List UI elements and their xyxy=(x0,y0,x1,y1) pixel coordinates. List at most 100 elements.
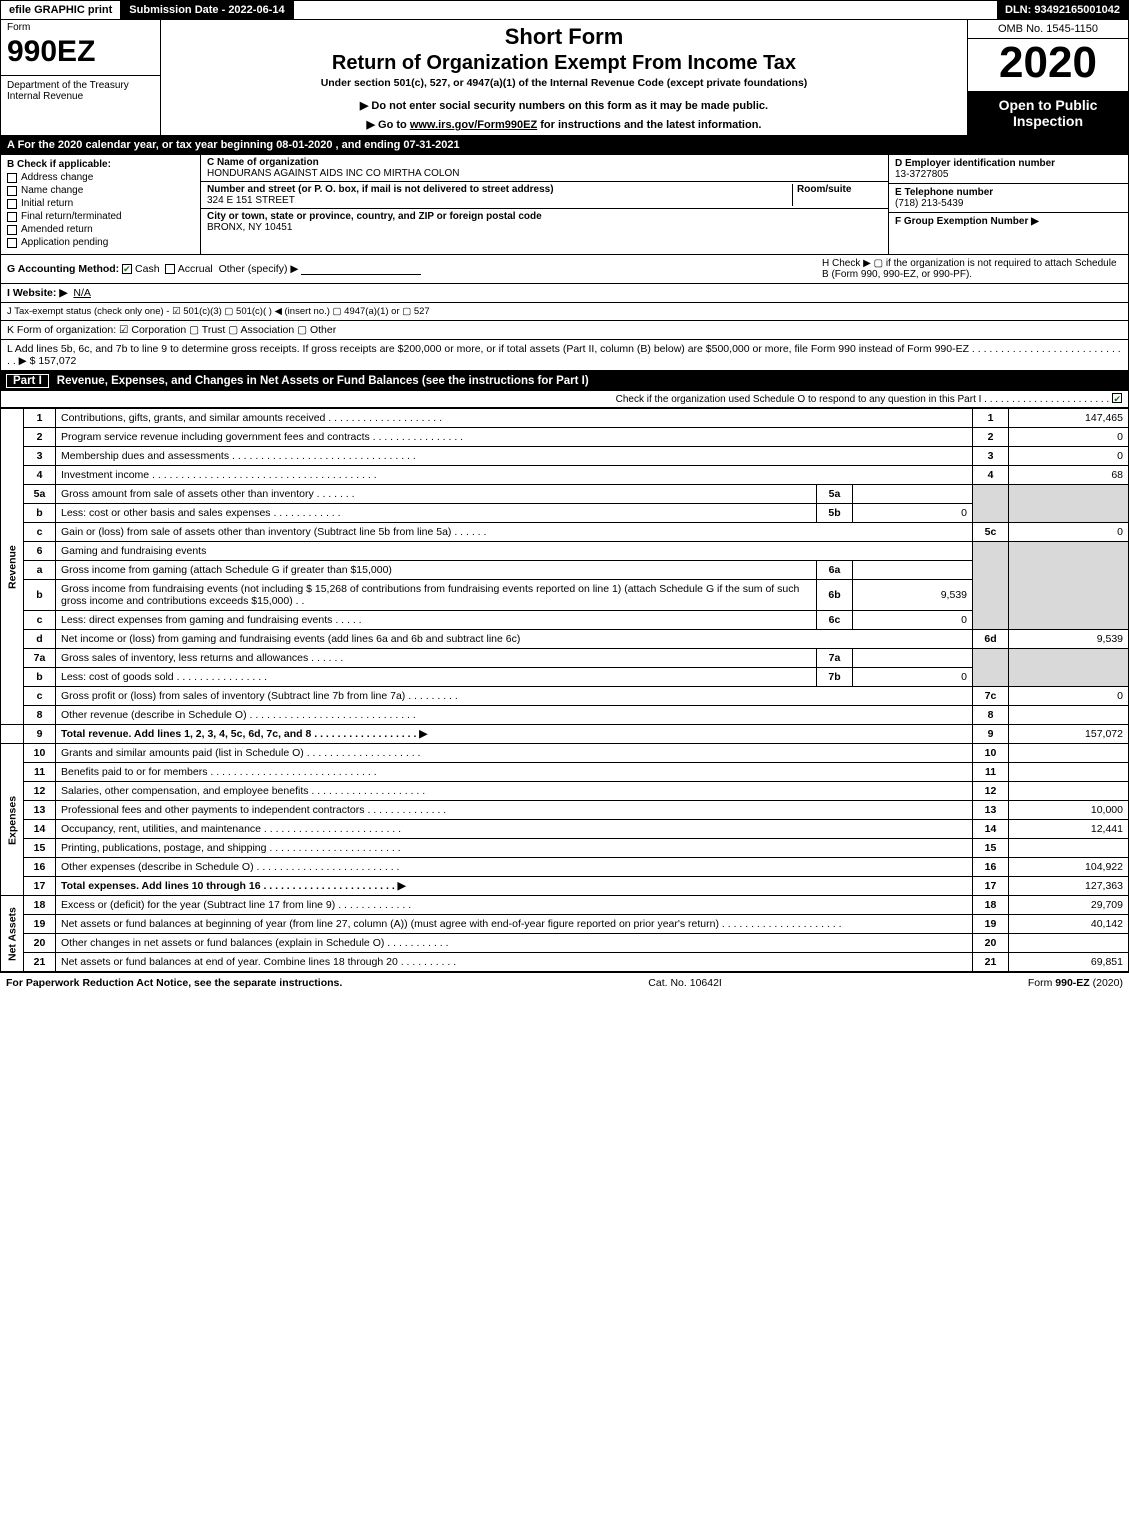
line-text: Salaries, other compensation, and employ… xyxy=(56,782,973,801)
footer-left: For Paperwork Reduction Act Notice, see … xyxy=(6,977,342,989)
sub-box: 7a xyxy=(817,649,853,668)
line-box: 12 xyxy=(973,782,1009,801)
header-right: OMB No. 1545-1150 2020 Open to Public In… xyxy=(968,20,1128,135)
chk-address-change[interactable]: Address change xyxy=(7,172,194,183)
line-amt: 69,851 xyxy=(1009,953,1129,972)
line-amt xyxy=(1009,934,1129,953)
checkbox-icon[interactable] xyxy=(7,173,17,183)
line-3: 3 Membership dues and assessments . . . … xyxy=(1,447,1129,466)
line-num: c xyxy=(24,523,56,542)
line-num: 17 xyxy=(24,877,56,896)
group-exempt-cell: F Group Exemption Number ▶ xyxy=(889,213,1128,230)
line-num: b xyxy=(24,580,56,611)
line-num: b xyxy=(24,668,56,687)
footer-right-bold: 990-EZ xyxy=(1055,977,1089,989)
section-g-h: G Accounting Method: Cash Accrual Other … xyxy=(0,255,1129,284)
line-box: 5c xyxy=(973,523,1009,542)
line-num: 2 xyxy=(24,428,56,447)
shade-cell xyxy=(973,649,1009,687)
part-1-title: Revenue, Expenses, and Changes in Net As… xyxy=(57,375,589,387)
line-6c: c Less: direct expenses from gaming and … xyxy=(1,611,1129,630)
ssn-warning: ▶ Do not enter social security numbers o… xyxy=(169,99,959,112)
checkbox-icon[interactable] xyxy=(7,225,17,235)
sub-amt: 9,539 xyxy=(853,580,973,611)
side-net-assets: Net Assets xyxy=(1,896,24,972)
line-amt: 0 xyxy=(1009,428,1129,447)
chk-label: Amended return xyxy=(21,224,93,235)
line-num: 14 xyxy=(24,820,56,839)
part-1-header: Part I Revenue, Expenses, and Changes in… xyxy=(0,371,1129,391)
line-amt: 12,441 xyxy=(1009,820,1129,839)
sub-box: 5a xyxy=(817,485,853,504)
line-7a: 7a Gross sales of inventory, less return… xyxy=(1,649,1129,668)
chk-application-pending[interactable]: Application pending xyxy=(7,237,194,248)
omb-number: OMB No. 1545-1150 xyxy=(968,20,1128,39)
line-text: Occupancy, rent, utilities, and maintena… xyxy=(56,820,973,839)
sub-amt: 0 xyxy=(853,504,973,523)
address-label: Number and street (or P. O. box, if mail… xyxy=(207,184,554,195)
open-public: Open to Public Inspection xyxy=(968,91,1128,135)
irs-link[interactable]: www.irs.gov/Form990EZ xyxy=(410,119,537,131)
part-1-sub-text: Check if the organization used Schedule … xyxy=(616,394,1110,405)
efile-print[interactable]: efile GRAPHIC print xyxy=(1,1,121,19)
chk-final-return[interactable]: Final return/terminated xyxy=(7,211,194,222)
checkbox-icon[interactable] xyxy=(7,186,17,196)
line-text: Investment income . . . . . . . . . . . … xyxy=(56,466,973,485)
line-num: 9 xyxy=(24,725,56,744)
line-num: 8 xyxy=(24,706,56,725)
line-text: Gross income from fundraising events (no… xyxy=(56,580,817,611)
phone-label: E Telephone number xyxy=(895,187,993,198)
other-specify-line[interactable] xyxy=(301,263,421,275)
sub-box: 6b xyxy=(817,580,853,611)
chk-initial-return[interactable]: Initial return xyxy=(7,198,194,209)
sub-box: 6a xyxy=(817,561,853,580)
line-6a: a Gross income from gaming (attach Sched… xyxy=(1,561,1129,580)
line-text: Grants and similar amounts paid (list in… xyxy=(56,744,973,763)
chk-cash[interactable] xyxy=(122,264,132,274)
line-5b: b Less: cost or other basis and sales ex… xyxy=(1,504,1129,523)
line-num: 6 xyxy=(24,542,56,561)
checkbox-icon[interactable] xyxy=(7,238,17,248)
line-text: Total revenue. Add lines 1, 2, 3, 4, 5c,… xyxy=(56,725,973,744)
phone-cell: E Telephone number (718) 213-5439 xyxy=(889,184,1128,213)
line-text: Less: cost or other basis and sales expe… xyxy=(56,504,817,523)
line-amt xyxy=(1009,839,1129,858)
footer-right-post: (2020) xyxy=(1090,977,1123,989)
line-num: 3 xyxy=(24,447,56,466)
city-label: City or town, state or province, country… xyxy=(207,211,542,222)
line-text: Membership dues and assessments . . . . … xyxy=(56,447,973,466)
g-label: G Accounting Method: xyxy=(7,263,119,275)
side-expenses: Expenses xyxy=(1,744,24,896)
sub-amt: 0 xyxy=(853,668,973,687)
side-blank xyxy=(1,725,24,744)
line-1: Revenue 1 Contributions, gifts, grants, … xyxy=(1,409,1129,428)
line-num: 7a xyxy=(24,649,56,668)
section-g: G Accounting Method: Cash Accrual Other … xyxy=(7,263,816,275)
opt-accrual: Accrual xyxy=(178,263,213,275)
line-2: 2 Program service revenue including gove… xyxy=(1,428,1129,447)
part-1-table: Revenue 1 Contributions, gifts, grants, … xyxy=(0,408,1129,972)
header-left: Form 990EZ Department of the Treasury In… xyxy=(1,20,161,135)
line-20: 20 Other changes in net assets or fund b… xyxy=(1,934,1129,953)
sub-box: 5b xyxy=(817,504,853,523)
part-1-sub: Check if the organization used Schedule … xyxy=(0,391,1129,408)
line-15: 15 Printing, publications, postage, and … xyxy=(1,839,1129,858)
line-amt: 10,000 xyxy=(1009,801,1129,820)
chk-amended-return[interactable]: Amended return xyxy=(7,224,194,235)
line-num: d xyxy=(24,630,56,649)
checkbox-icon[interactable] xyxy=(7,199,17,209)
line-text: Net income or (loss) from gaming and fun… xyxy=(56,630,973,649)
line-text: Gross profit or (loss) from sales of inv… xyxy=(56,687,973,706)
line-num: 16 xyxy=(24,858,56,877)
line-text: Gross sales of inventory, less returns a… xyxy=(56,649,817,668)
chk-accrual[interactable] xyxy=(165,264,175,274)
checkbox-icon[interactable] xyxy=(7,212,17,222)
under-section: Under section 501(c), 527, or 4947(a)(1)… xyxy=(169,77,959,89)
chk-schedule-o[interactable] xyxy=(1112,393,1122,403)
chk-name-change[interactable]: Name change xyxy=(7,185,194,196)
line-num: 15 xyxy=(24,839,56,858)
line-text: Less: direct expenses from gaming and fu… xyxy=(56,611,817,630)
line-text: Professional fees and other payments to … xyxy=(56,801,973,820)
section-k: K Form of organization: ☑ Corporation ▢ … xyxy=(0,321,1129,340)
line-text: Less: cost of goods sold . . . . . . . .… xyxy=(56,668,817,687)
